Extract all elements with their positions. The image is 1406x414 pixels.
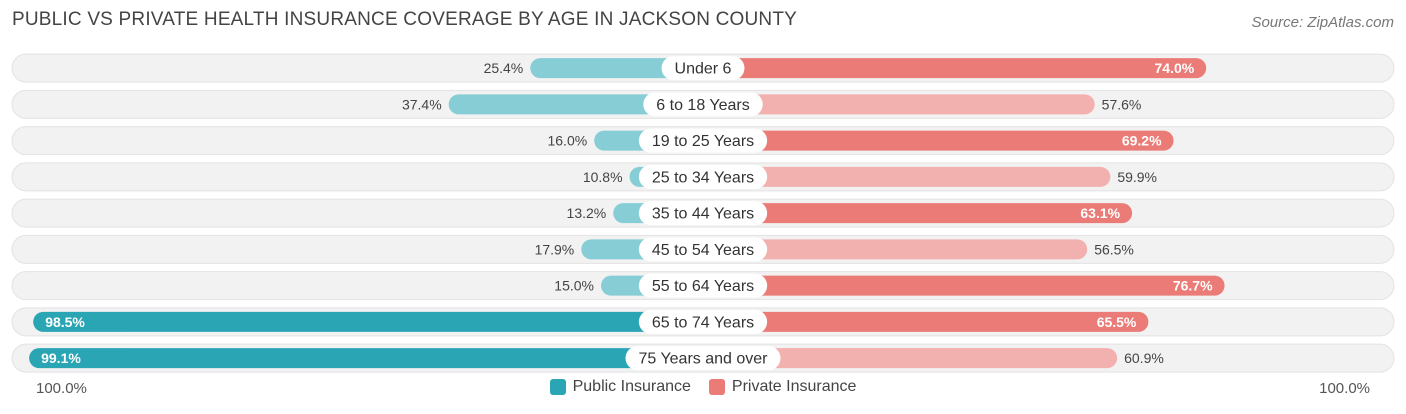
public-value-label: 99.1% (41, 350, 81, 366)
category-label: 45 to 54 Years (652, 242, 754, 259)
category-label-bg (638, 273, 768, 298)
category-label-bg (638, 201, 768, 226)
axis-left-label: 100.0% (36, 380, 87, 397)
category-label-bg (643, 92, 763, 117)
private-bar (703, 166, 1111, 187)
category-label-bg (638, 128, 768, 153)
axis-right-label: 100.0% (1319, 380, 1370, 397)
private-bar (703, 203, 1133, 224)
private-value-label: 65.5% (1097, 314, 1137, 330)
category-label: 25 to 34 Years (652, 169, 754, 186)
legend: Public Insurance Private Insurance (0, 378, 1406, 396)
public-bar (530, 58, 703, 79)
legend-item-private[interactable]: Private Insurance (708, 378, 857, 396)
private-value-label: 69.2% (1122, 133, 1162, 149)
public-value-label: 17.9% (535, 241, 575, 257)
private-value-label: 60.9% (1124, 350, 1164, 366)
private-value-label: 56.5% (1094, 241, 1134, 257)
category-label: 35 to 44 Years (652, 206, 754, 223)
category-label: 19 to 25 Years (652, 133, 754, 150)
public-value-label: 37.4% (402, 96, 442, 112)
category-label: 55 to 64 Years (652, 278, 754, 295)
private-value-label: 57.6% (1102, 96, 1142, 112)
chart-title: PUBLIC VS PRIVATE HEALTH INSURANCE COVER… (12, 9, 798, 30)
private-value-label: 63.1% (1080, 205, 1120, 221)
public-value-label: 13.2% (567, 205, 607, 221)
public-value-label: 10.8% (583, 169, 623, 185)
private-value-label: 74.0% (1154, 60, 1194, 76)
category-label: Under 6 (675, 61, 732, 78)
private-value-label: 59.9% (1117, 169, 1157, 185)
category-label-bg (638, 309, 768, 334)
private-value-label: 76.7% (1173, 278, 1213, 294)
legend-label-private: Private Insurance (731, 378, 857, 395)
private-bar (703, 348, 1118, 369)
category-label: 75 Years and over (639, 351, 769, 368)
private-bar (703, 58, 1207, 79)
legend-swatch-public (549, 379, 566, 395)
category-label: 6 to 18 Years (656, 97, 749, 114)
category-label-bg (661, 56, 745, 81)
category-label-bg (625, 346, 781, 371)
category-label-bg (638, 237, 768, 262)
source-label: Source: ZipAtlas.com (1251, 14, 1394, 31)
legend-item-public[interactable]: Public Insurance (549, 378, 691, 396)
private-bar (703, 94, 1095, 115)
private-bar (703, 130, 1174, 151)
public-bar (29, 348, 704, 369)
public-bar (448, 94, 703, 115)
legend-swatch-private (708, 379, 725, 395)
category-label-bg (638, 164, 768, 189)
public-value-label: 15.0% (554, 278, 594, 294)
private-bar (703, 311, 1149, 332)
private-bar (703, 239, 1088, 260)
public-value-label: 25.4% (484, 60, 524, 76)
category-label: 65 to 74 Years (652, 314, 754, 331)
public-value-label: 98.5% (45, 314, 85, 330)
public-bar (33, 311, 703, 332)
private-bar (703, 275, 1225, 296)
public-value-label: 16.0% (547, 133, 587, 149)
legend-label-public: Public Insurance (572, 378, 691, 395)
